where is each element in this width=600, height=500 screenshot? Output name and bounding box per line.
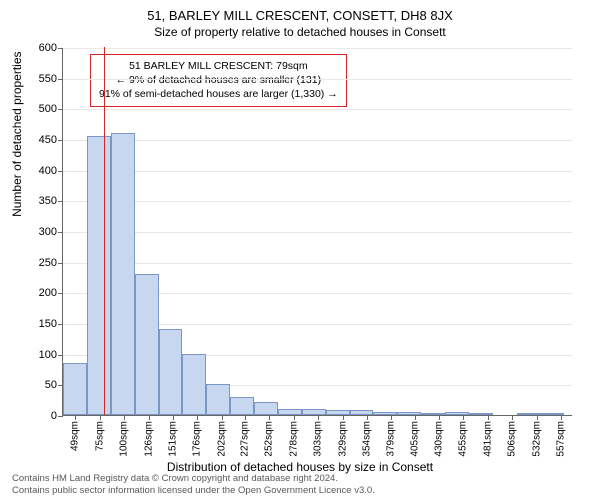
histogram-bar [373, 412, 397, 415]
x-tick-mark [512, 415, 513, 420]
x-tick-label: 278sqm [289, 421, 300, 457]
y-tick-label: 450 [39, 134, 63, 146]
x-tick-mark [75, 415, 76, 420]
x-tick-label: 379sqm [385, 421, 396, 457]
x-tick-mark [391, 415, 392, 420]
y-tick-label: 400 [39, 165, 63, 177]
histogram-bar [469, 413, 493, 415]
x-tick-mark [245, 415, 246, 420]
y-tick-label: 600 [39, 42, 63, 54]
y-tick-label: 300 [39, 226, 63, 238]
x-tick-label: 252sqm [264, 421, 275, 457]
x-tick-mark [173, 415, 174, 420]
histogram-bar [278, 409, 302, 415]
histogram-bar [111, 133, 135, 415]
x-tick-mark [318, 415, 319, 420]
y-tick-label: 0 [51, 410, 63, 422]
histogram-bar [182, 354, 206, 415]
histogram-bar [350, 410, 374, 415]
x-tick-mark [222, 415, 223, 420]
histogram-bar [302, 409, 326, 415]
footer-line-2: Contains public sector information licen… [12, 485, 375, 497]
x-tick-mark [197, 415, 198, 420]
chart-title-sub: Size of property relative to detached ho… [0, 23, 600, 39]
chart-title-main: 51, BARLEY MILL CRESCENT, CONSETT, DH8 8… [0, 0, 600, 23]
annotation-line-3: 91% of semi-detached houses are larger (… [99, 87, 338, 101]
histogram-bar [326, 410, 350, 415]
x-tick-mark [343, 415, 344, 420]
x-tick-mark [100, 415, 101, 420]
grid-line [63, 171, 572, 172]
reference-line [104, 47, 105, 415]
histogram-bar [159, 329, 183, 415]
x-tick-label: 430sqm [434, 421, 445, 457]
histogram-bar [63, 363, 87, 415]
y-tick-label: 50 [45, 379, 63, 391]
x-tick-mark [294, 415, 295, 420]
x-tick-mark [149, 415, 150, 420]
histogram-bar [230, 397, 254, 415]
x-tick-label: 455sqm [458, 421, 469, 457]
y-tick-label: 100 [39, 349, 63, 361]
histogram-bar [421, 413, 445, 415]
x-tick-label: 75sqm [95, 421, 106, 451]
y-axis-label: Number of detached properties [10, 51, 24, 216]
x-tick-label: 202sqm [216, 421, 227, 457]
annotation-box: 51 BARLEY MILL CRESCENT: 79sqm ← 9% of d… [90, 54, 347, 107]
grid-line [63, 79, 572, 80]
grid-line [63, 140, 572, 141]
x-tick-label: 481sqm [483, 421, 494, 457]
histogram-bar [135, 274, 159, 415]
x-tick-mark [415, 415, 416, 420]
x-tick-label: 100sqm [119, 421, 130, 457]
grid-line [63, 109, 572, 110]
histogram-bar [206, 384, 230, 415]
x-tick-label: 405sqm [410, 421, 421, 457]
x-tick-label: 354sqm [361, 421, 372, 457]
attribution-footer: Contains HM Land Registry data © Crown c… [12, 473, 375, 497]
x-tick-label: 557sqm [555, 421, 566, 457]
x-tick-label: 227sqm [240, 421, 251, 457]
footer-line-1: Contains HM Land Registry data © Crown c… [12, 473, 375, 485]
x-tick-mark [561, 415, 562, 420]
chart-plot-area: 51 BARLEY MILL CRESCENT: 79sqm ← 9% of d… [62, 48, 572, 416]
x-tick-mark [488, 415, 489, 420]
y-tick-label: 200 [39, 287, 63, 299]
grid-line [63, 263, 572, 264]
grid-line [63, 232, 572, 233]
y-tick-label: 250 [39, 257, 63, 269]
y-tick-label: 350 [39, 195, 63, 207]
x-tick-mark [124, 415, 125, 420]
x-tick-mark [367, 415, 368, 420]
x-tick-label: 506sqm [506, 421, 517, 457]
x-tick-mark [269, 415, 270, 420]
x-axis-label: Distribution of detached houses by size … [0, 460, 600, 474]
x-tick-label: 303sqm [313, 421, 324, 457]
annotation-line-1: 51 BARLEY MILL CRESCENT: 79sqm [99, 59, 338, 73]
x-tick-label: 532sqm [531, 421, 542, 457]
x-tick-label: 176sqm [191, 421, 202, 457]
histogram-bar [445, 412, 469, 415]
x-tick-mark [537, 415, 538, 420]
x-tick-label: 49sqm [70, 421, 81, 451]
annotation-line-2: ← 9% of detached houses are smaller (131… [99, 73, 338, 87]
x-tick-mark [463, 415, 464, 420]
y-tick-label: 500 [39, 103, 63, 115]
x-tick-mark [439, 415, 440, 420]
grid-line [63, 201, 572, 202]
x-tick-label: 329sqm [337, 421, 348, 457]
grid-line [63, 48, 572, 49]
histogram-bar [397, 412, 421, 415]
y-tick-label: 550 [39, 73, 63, 85]
x-tick-label: 151sqm [167, 421, 178, 457]
x-tick-label: 126sqm [143, 421, 154, 457]
histogram-bar [87, 136, 111, 415]
y-tick-label: 150 [39, 318, 63, 330]
histogram-bar [254, 402, 278, 415]
